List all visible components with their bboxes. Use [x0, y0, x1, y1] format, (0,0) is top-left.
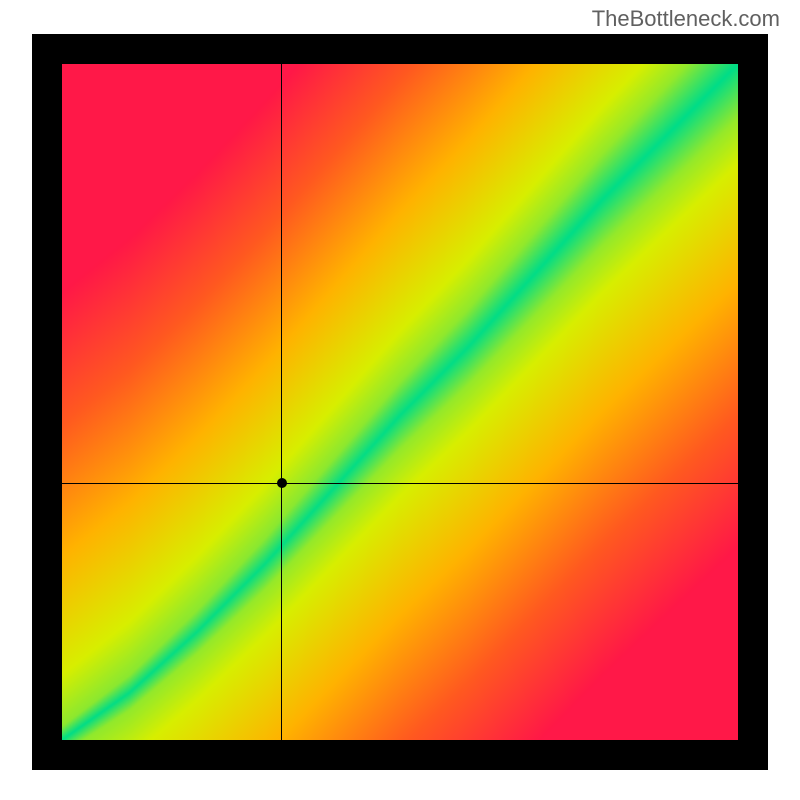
heatmap-canvas [62, 64, 738, 740]
plot-area [62, 64, 738, 740]
watermark-text: TheBottleneck.com [592, 6, 780, 32]
root: TheBottleneck.com [0, 0, 800, 800]
plot-border [32, 34, 768, 770]
